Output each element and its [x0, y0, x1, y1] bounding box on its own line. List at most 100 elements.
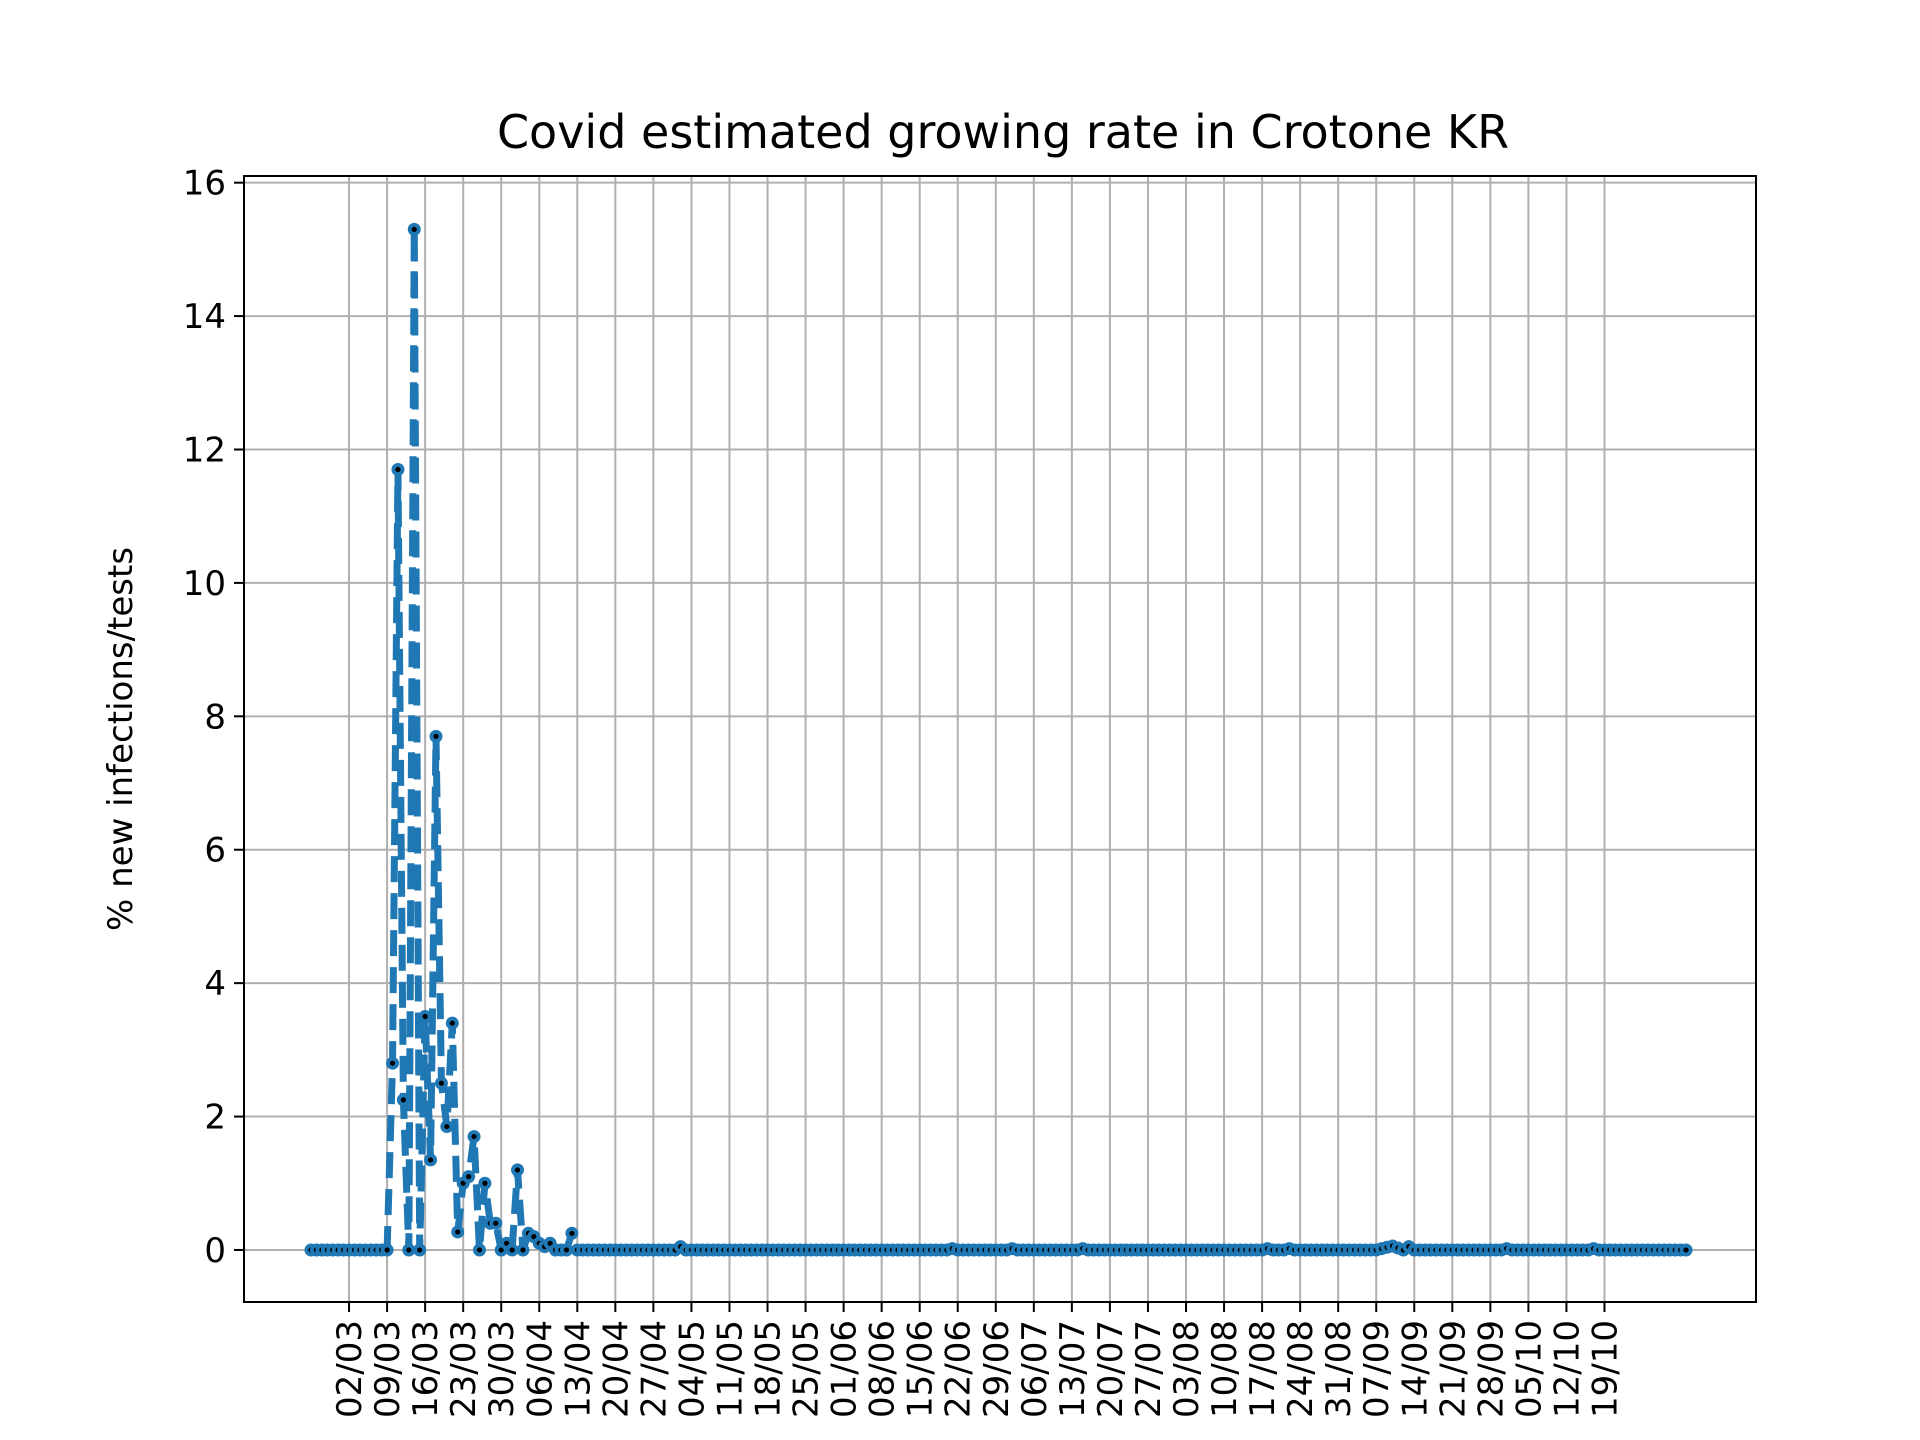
data-point-center [455, 1229, 461, 1235]
x-tick-label: 21/09 [1433, 1320, 1473, 1418]
x-tick-label: 24/08 [1281, 1320, 1321, 1418]
x-tick-label: 18/05 [749, 1320, 789, 1418]
grid [244, 176, 1756, 1302]
x-tick-label: 23/03 [444, 1320, 484, 1418]
x-tick-label: 31/08 [1319, 1320, 1359, 1418]
x-tick-label: 17/08 [1243, 1320, 1283, 1418]
y-tick-label: 8 [204, 697, 226, 737]
data-point-center [384, 1247, 390, 1253]
data-point-center [433, 733, 439, 739]
x-tick-label: 09/03 [368, 1320, 408, 1418]
y-tick-label: 10 [183, 564, 226, 604]
x-tick-label: 19/10 [1585, 1320, 1625, 1418]
x-tick-label: 20/07 [1091, 1320, 1131, 1418]
data-point-center [547, 1240, 553, 1246]
data-point-center [471, 1133, 477, 1140]
plot-area [243, 175, 1757, 1303]
x-tick-label: 06/07 [1015, 1320, 1055, 1418]
data-point [396, 1093, 410, 1107]
data-point-center [417, 1247, 423, 1253]
x-tick-label: 04/05 [672, 1320, 712, 1418]
y-axis-label: % new infections/tests [101, 547, 141, 931]
data-point [413, 1243, 427, 1257]
x-tick-label: 07/09 [1357, 1320, 1397, 1418]
data-point-center [422, 1013, 428, 1020]
x-tick-label: 28/09 [1471, 1320, 1511, 1418]
data-point [478, 1176, 492, 1190]
data-point [451, 1225, 465, 1239]
data-point [380, 1243, 394, 1257]
data-point-center [498, 1247, 504, 1253]
data-point [434, 1076, 448, 1090]
data-point [440, 1120, 454, 1134]
x-tick-label: 13/04 [558, 1320, 598, 1418]
x-tick-label: 01/06 [825, 1320, 865, 1418]
data-point-center [449, 1020, 455, 1026]
data-point-center [563, 1247, 570, 1253]
x-axis: 02/0309/0316/0323/0330/0306/0413/0420/04… [330, 1302, 1625, 1418]
data-point [445, 1016, 459, 1030]
data-point-center [514, 1167, 521, 1173]
data-point-center [531, 1234, 537, 1240]
chart-title: Covid estimated growing rate in Crotone … [497, 105, 1509, 159]
x-tick-label: 08/06 [863, 1320, 903, 1418]
y-tick-label: 2 [204, 1098, 226, 1138]
data-point [511, 1163, 525, 1177]
data-point [418, 1009, 432, 1023]
series-line [311, 225, 1686, 1254]
x-tick-label: 02/03 [330, 1320, 370, 1418]
data-points [304, 222, 1693, 1257]
x-tick-label: 27/04 [634, 1320, 674, 1418]
data-point-center [1683, 1247, 1689, 1253]
y-tick-label: 0 [204, 1231, 226, 1271]
x-tick-label: 22/06 [939, 1320, 979, 1418]
x-tick-label: 10/08 [1205, 1320, 1245, 1418]
series-path [311, 225, 1686, 1254]
y-tick-label: 16 [183, 164, 226, 204]
x-tick-label: 29/06 [977, 1320, 1017, 1418]
x-tick-label: 06/04 [520, 1320, 560, 1418]
data-point-center [493, 1220, 499, 1226]
data-point [505, 1243, 519, 1257]
x-tick-label: 16/03 [406, 1320, 446, 1418]
data-point [429, 729, 443, 743]
data-point [565, 1226, 579, 1240]
data-point [489, 1216, 503, 1230]
data-point-center [504, 1240, 510, 1246]
y-tick-label: 4 [204, 964, 226, 1004]
y-tick-label: 6 [204, 831, 226, 871]
data-point-center [427, 1157, 434, 1163]
data-point [407, 222, 421, 236]
data-point-center [444, 1123, 450, 1130]
x-tick-label: 30/03 [482, 1320, 522, 1418]
data-point [1679, 1243, 1693, 1257]
data-point [559, 1243, 573, 1257]
x-tick-label: 13/07 [1053, 1320, 1093, 1418]
data-point [402, 1243, 416, 1257]
x-tick-label: 20/04 [596, 1320, 636, 1418]
data-point [424, 1153, 438, 1167]
data-point [462, 1170, 476, 1184]
data-point-center [509, 1247, 515, 1253]
data-point-center [389, 1060, 396, 1066]
y-axis: 0 2 4 6 8 10 12 14 16 [183, 164, 244, 1271]
data-point [472, 1243, 486, 1257]
data-point-center [569, 1230, 575, 1236]
x-tick-label: 15/06 [901, 1320, 941, 1418]
data-point-center [438, 1080, 445, 1086]
data-point-center [476, 1247, 483, 1253]
x-tick-label: 11/05 [710, 1320, 750, 1418]
data-point [467, 1130, 481, 1144]
data-point-center [482, 1180, 488, 1186]
data-point-center [520, 1247, 526, 1253]
x-tick-label: 12/10 [1547, 1320, 1587, 1418]
data-point-center [406, 1247, 412, 1253]
data-point-center [400, 1097, 406, 1103]
data-point [391, 463, 405, 477]
data-point-center [395, 466, 401, 473]
x-tick-label: 27/07 [1129, 1320, 1169, 1418]
y-tick-label: 12 [183, 430, 226, 470]
data-point-center [411, 226, 417, 232]
y-tick-label: 14 [183, 297, 226, 337]
